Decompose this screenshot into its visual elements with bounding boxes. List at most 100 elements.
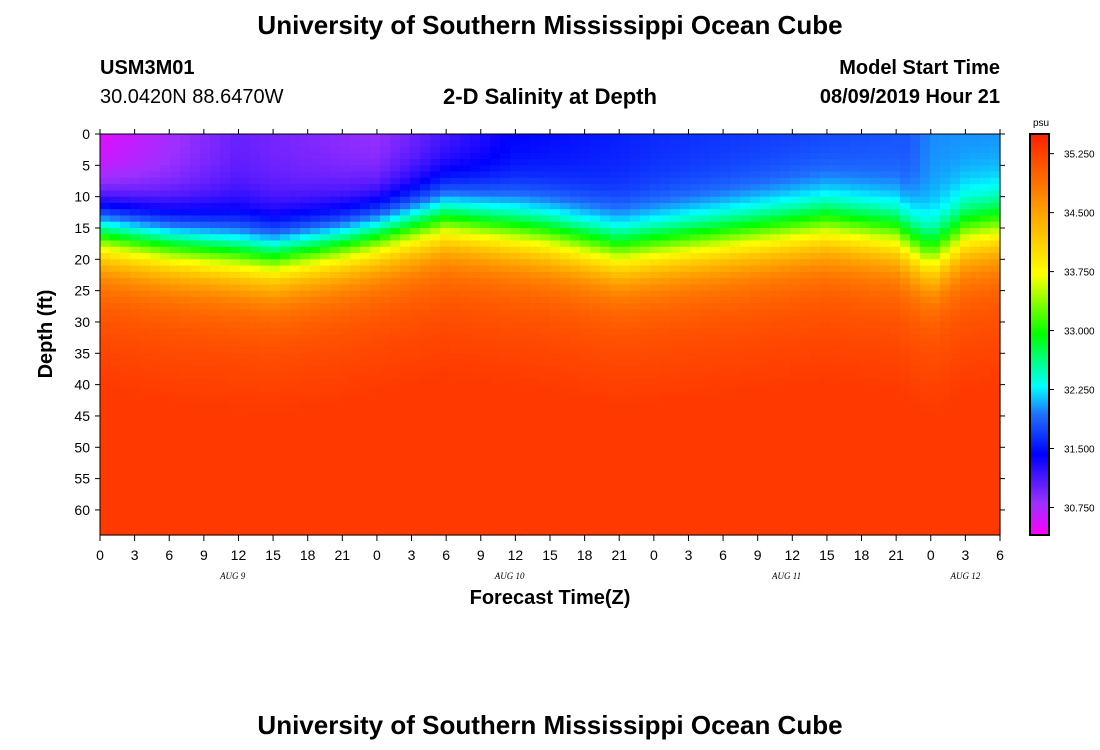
heatmap-cell [380, 441, 391, 448]
heatmap-cell [540, 165, 551, 173]
heatmap-cell [210, 453, 221, 461]
heatmap-cell [100, 221, 111, 229]
heatmap-cell [490, 378, 501, 386]
heatmap-cell [350, 152, 361, 160]
heatmap-cell [490, 459, 501, 467]
heatmap-cell [320, 447, 331, 455]
heatmap-cell [440, 290, 451, 298]
heatmap-cell [870, 334, 881, 342]
heatmap-cell [210, 447, 221, 455]
heatmap-cell [720, 478, 731, 486]
heatmap-cell [120, 177, 131, 185]
heatmap-cell [750, 434, 761, 442]
heatmap-cell [270, 528, 281, 536]
heatmap-cell [850, 246, 861, 254]
heatmap-cell [620, 347, 631, 354]
heatmap-cell [860, 165, 871, 173]
heatmap-cell [580, 359, 591, 367]
heatmap-cell [530, 278, 541, 285]
heatmap-cell [170, 296, 181, 304]
heatmap-cell [190, 478, 201, 486]
heatmap-cell [540, 209, 551, 217]
heatmap-cell [330, 409, 341, 417]
heatmap-cell [690, 365, 701, 373]
heatmap-cell [470, 459, 481, 467]
heatmap-cell [800, 422, 811, 430]
heatmap-cell [300, 434, 311, 442]
heatmap-cell [480, 347, 491, 354]
heatmap-cell [750, 171, 761, 179]
heatmap-cell [790, 353, 801, 361]
heatmap-cell [460, 516, 471, 524]
heatmap-cell [660, 434, 671, 442]
heatmap-cell [820, 171, 831, 179]
heatmap-cell [390, 503, 401, 511]
heatmap-cell [750, 403, 761, 411]
heatmap-cell [240, 516, 251, 524]
heatmap-cell [410, 372, 421, 379]
heatmap-cell [500, 528, 511, 536]
heatmap-cell [280, 453, 291, 461]
heatmap-cell [550, 315, 561, 323]
heatmap-cell [590, 466, 601, 473]
heatmap-cell [440, 246, 451, 254]
heatmap-cell [360, 397, 371, 405]
heatmap-cell [190, 290, 201, 298]
heatmap-cell [530, 484, 541, 492]
heatmap-cell [540, 397, 551, 405]
heatmap-cell [720, 497, 731, 505]
heatmap-cell [710, 397, 721, 405]
heatmap-cell [700, 340, 711, 348]
heatmap-cell [540, 234, 551, 242]
heatmap-cell [400, 478, 411, 486]
heatmap-cell [220, 478, 231, 486]
heatmap-cell [540, 177, 551, 185]
heatmap-cell [850, 466, 861, 473]
heatmap-cell [640, 234, 651, 242]
heatmap-cell [270, 415, 281, 423]
heatmap-cell [470, 202, 481, 210]
heatmap-cell [820, 397, 831, 405]
heatmap-cell [700, 491, 711, 499]
heatmap-cell [630, 390, 641, 398]
heatmap-cell [650, 447, 661, 455]
heatmap-cell [100, 497, 111, 505]
heatmap-cell [130, 334, 141, 342]
heatmap-cell [250, 296, 261, 304]
heatmap-cell [230, 134, 241, 141]
heatmap-cell [830, 459, 841, 467]
heatmap-cell [510, 453, 521, 461]
heatmap-cell [350, 134, 361, 141]
heatmap-cell [420, 159, 431, 166]
heatmap-cell [380, 522, 391, 530]
heatmap-cell [610, 152, 621, 160]
heatmap-cell [610, 309, 621, 317]
heatmap-cell [570, 146, 581, 154]
heatmap-cell [720, 459, 731, 467]
heatmap-cell [840, 359, 851, 367]
heatmap-cell [560, 347, 571, 354]
heatmap-cell [500, 290, 511, 298]
heatmap-cell [220, 522, 231, 530]
heatmap-cell [430, 528, 441, 536]
heatmap-cell [620, 516, 631, 524]
heatmap-cell [720, 422, 731, 430]
heatmap-cell [620, 134, 631, 141]
heatmap-cell [420, 140, 431, 148]
heatmap-cell [790, 290, 801, 298]
heatmap-cell [670, 278, 681, 285]
heatmap-cell [180, 353, 191, 361]
heatmap-cell [230, 528, 241, 536]
heatmap-cell [270, 284, 281, 292]
heatmap-cell [300, 340, 311, 348]
heatmap-cell [590, 315, 601, 323]
heatmap-cell [290, 491, 301, 499]
heatmap-cell [580, 259, 591, 267]
heatmap-cell [430, 478, 441, 486]
heatmap-cell [290, 428, 301, 436]
heatmap-cell [160, 140, 171, 148]
heatmap-cell [740, 472, 751, 480]
heatmap-cell [380, 190, 391, 198]
heatmap-cell [720, 359, 731, 367]
heatmap-cell [780, 340, 791, 348]
